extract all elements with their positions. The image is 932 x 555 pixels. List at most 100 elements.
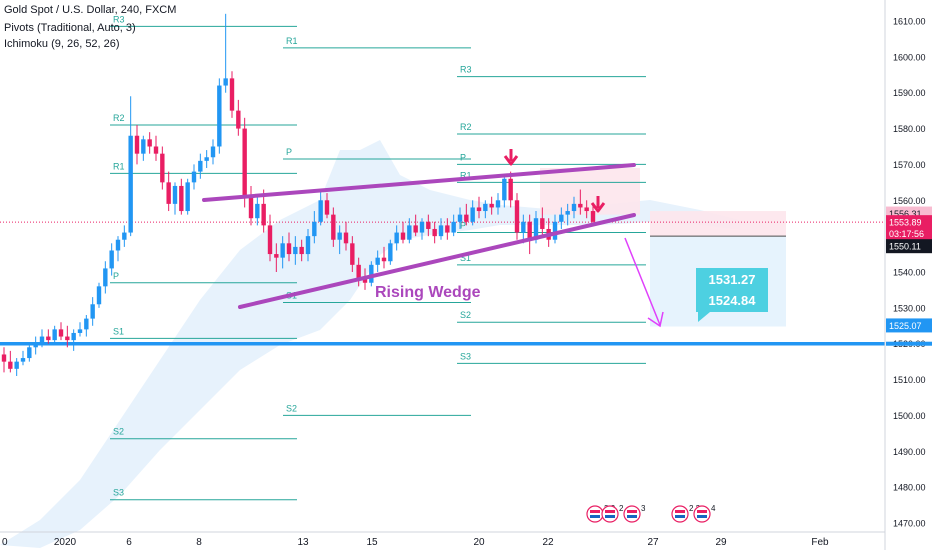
price-tick-label: 1560.00 xyxy=(893,196,926,206)
pivot-label: P xyxy=(113,271,119,281)
candle-body xyxy=(324,200,330,215)
indicator-pivots-label[interactable]: Pivots (Traditional, Auto, 3) xyxy=(4,22,136,34)
candlestick-series xyxy=(1,13,596,376)
pivot-label: R2 xyxy=(460,122,472,132)
wedge-upper-line xyxy=(202,163,636,202)
annotation-labels: Rising Wedge 1531.27 1524.84 xyxy=(375,268,768,322)
ichimoku-cloud xyxy=(0,140,740,548)
candle-body xyxy=(521,221,526,233)
event-flag-stripe xyxy=(675,515,685,518)
event-flag-stripe xyxy=(605,510,615,513)
time-tick-label: 2020 xyxy=(54,537,77,548)
event-flag-icon xyxy=(671,505,689,523)
rising-wedge-lines[interactable] xyxy=(202,163,636,309)
candle-body xyxy=(274,254,279,258)
event-flag-stripe xyxy=(697,510,707,513)
candle-body xyxy=(128,135,133,233)
candle-body xyxy=(476,207,482,212)
pivot-label: S2 xyxy=(460,310,471,320)
time-tick-label: 13 xyxy=(297,537,309,548)
time-tick-label: 20 xyxy=(473,537,485,548)
pivot-label: S1 xyxy=(113,326,124,336)
candle-body xyxy=(457,214,463,222)
event-flag-stripe xyxy=(627,510,637,513)
candle-body xyxy=(356,264,361,280)
candle-body xyxy=(590,211,596,222)
target-arrow-head xyxy=(647,311,664,328)
candle-body xyxy=(204,157,209,161)
candle-body xyxy=(489,203,494,208)
candle-body xyxy=(46,336,51,341)
candle-body xyxy=(255,203,260,219)
price-badge-label: 1525.07 xyxy=(889,321,922,331)
candle-body xyxy=(248,196,254,219)
candle-body xyxy=(495,200,501,208)
candle-body xyxy=(514,200,520,233)
time-tick-label: Feb xyxy=(811,537,829,548)
candle-body xyxy=(115,239,121,251)
price-tick-label: 1530.00 xyxy=(893,303,926,313)
event-markers[interactable]: 3 2232 24 xyxy=(586,504,716,523)
price-badge-label: 03:17:56 xyxy=(889,229,924,239)
candle-body xyxy=(90,304,95,319)
price-badge-label: 1556.31 xyxy=(889,209,922,219)
candle-body xyxy=(223,78,228,86)
pivot-label: S2 xyxy=(113,427,124,437)
pivot-label: R3 xyxy=(113,14,125,24)
price-tick-label: 1490.00 xyxy=(893,447,926,457)
cloud-area xyxy=(0,140,740,548)
candle-body xyxy=(109,250,114,269)
annotation-arrows xyxy=(503,149,664,328)
pattern-label: Rising Wedge xyxy=(375,284,481,301)
pivot-label: S3 xyxy=(460,351,471,361)
price-tick-label: 1580.00 xyxy=(893,124,926,134)
pivot-label: R1 xyxy=(286,36,298,46)
pivot-label: S3 xyxy=(113,488,124,498)
pivot-label: P xyxy=(460,221,466,231)
candle-body xyxy=(400,232,406,240)
candle-body xyxy=(77,329,83,333)
candle-body xyxy=(8,361,13,369)
candle-body xyxy=(185,182,190,212)
candle-body xyxy=(160,153,165,183)
candle-body xyxy=(350,243,355,265)
candle-body xyxy=(166,182,171,204)
time-axis[interactable]: 0 2020 6 8 13 15 20 22 27 29 Feb xyxy=(0,531,885,548)
candle-body xyxy=(571,203,577,212)
price-tick-label: 1590.00 xyxy=(893,88,926,98)
candle-body xyxy=(236,110,241,129)
candle-body xyxy=(527,221,532,240)
price-tick-label: 1470.00 xyxy=(893,519,926,529)
candle-body xyxy=(141,139,146,154)
candle-body xyxy=(432,228,437,237)
candle-body xyxy=(451,221,456,233)
candle-body xyxy=(58,329,64,337)
price-tick-label: 1540.00 xyxy=(893,268,926,278)
price-badge-label: 1553.89 xyxy=(889,218,922,228)
candle-body xyxy=(286,243,292,255)
target-arrow-shaft xyxy=(624,237,661,326)
candle-body xyxy=(559,214,564,222)
event-flag-stripe xyxy=(627,515,637,518)
candle-body xyxy=(413,225,418,233)
candle-body xyxy=(381,257,387,262)
time-tick-label: 15 xyxy=(366,537,378,548)
price-tick-label: 1510.00 xyxy=(893,375,926,385)
event-count: 3 xyxy=(641,504,646,513)
time-tick-label: 27 xyxy=(647,537,659,548)
pivot-label: S2 xyxy=(286,403,297,413)
price-tick-label: 1600.00 xyxy=(893,52,926,62)
candle-body xyxy=(508,178,513,201)
candle-body xyxy=(445,225,450,233)
candle-body xyxy=(1,354,7,362)
candle-body xyxy=(464,214,469,222)
candle-body xyxy=(96,286,102,305)
event-flag-stripe xyxy=(675,510,685,513)
price-axis[interactable]: 1470.001480.001490.001500.001510.001520.… xyxy=(884,0,926,550)
pivot-label: S1 xyxy=(460,253,471,263)
symbol-title[interactable]: Gold Spot / U.S. Dollar, 240, FXCM xyxy=(4,4,177,16)
indicator-ichimoku-label[interactable]: Ichimoku (9, 26, 52, 26) xyxy=(4,38,120,50)
